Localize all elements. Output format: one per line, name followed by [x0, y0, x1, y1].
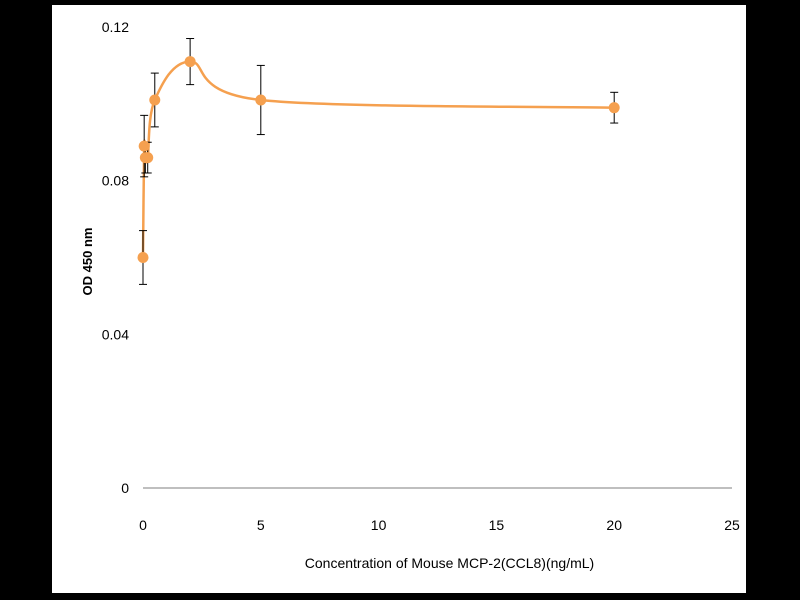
x-tick-labels: 0 5 10 15 20 25: [139, 517, 740, 533]
data-points: [137, 56, 620, 263]
data-point: [149, 94, 161, 106]
chart-figure: 0 5 10 15 20 25 0 0.04 0.08 0.12 Concentration o…: [52, 5, 746, 593]
x-tick-label: 10: [371, 517, 387, 533]
y-axis-title: OD 450 nm: [80, 228, 95, 296]
y-tick-label: 0.08: [102, 173, 129, 189]
x-tick-label: 25: [724, 517, 740, 533]
chart-plot: 0 5 10 15 20 25 0 0.04 0.08 0.12 Concentration o…: [80, 19, 740, 571]
data-point: [184, 56, 196, 68]
data-point: [137, 252, 149, 263]
data-point: [142, 152, 154, 164]
x-axis-title: Concentration of Mouse MCP-2(CCL8)(ng/mL…: [305, 555, 594, 571]
error-bars: [139, 38, 619, 285]
y-tick-label: 0: [121, 480, 129, 496]
data-point: [255, 94, 267, 106]
series-curve: [141, 60, 615, 258]
x-tick-label: 20: [606, 517, 622, 533]
x-tick-label: 5: [257, 517, 265, 533]
y-tick-labels: 0 0.04 0.08 0.12: [102, 19, 129, 496]
y-tick-label: 0.12: [102, 19, 129, 35]
data-point: [608, 102, 620, 114]
x-tick-label: 0: [139, 517, 147, 533]
y-tick-label: 0.04: [102, 326, 129, 342]
x-tick-label: 15: [489, 517, 505, 533]
data-point: [138, 140, 150, 152]
